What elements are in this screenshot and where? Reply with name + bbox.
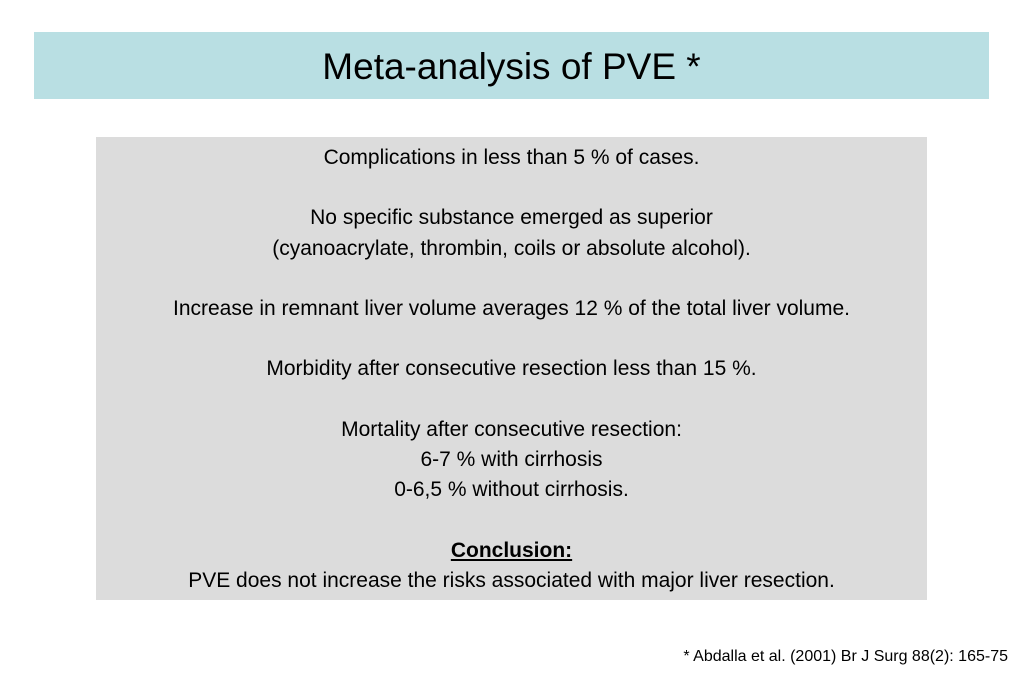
spacer bbox=[96, 385, 927, 415]
spacer bbox=[96, 324, 927, 354]
content-panel: Complications in less than 5 % of cases.… bbox=[96, 137, 927, 600]
morbidity-text: Morbidity after consecutive resection le… bbox=[266, 357, 757, 381]
title-banner: Meta-analysis of PVE * bbox=[34, 32, 989, 99]
conclusion-text: PVE does not increase the risks associat… bbox=[188, 568, 835, 592]
substance-text-line1: No specific substance emerged as superio… bbox=[310, 206, 713, 230]
slide-title: Meta-analysis of PVE * bbox=[322, 46, 701, 87]
mortality-heading: Mortality after consecutive resection: bbox=[341, 417, 682, 441]
citation-footnote: * Abdalla et al. (2001) Br J Surg 88(2):… bbox=[683, 648, 1008, 665]
mortality-cirrhosis-text: 6-7 % with cirrhosis bbox=[420, 447, 603, 471]
substance-text-line2: (cyanoacrylate, thrombin, coils or absol… bbox=[272, 236, 751, 260]
spacer bbox=[96, 173, 927, 203]
mortality-no-cirrhosis-text: 0-6,5 % without cirrhosis. bbox=[394, 478, 629, 502]
liver-volume-text: Increase in remnant liver volume average… bbox=[173, 296, 850, 320]
spacer bbox=[96, 264, 927, 294]
complications-text: Complications in less than 5 % of cases. bbox=[323, 146, 700, 169]
spacer bbox=[96, 505, 927, 535]
conclusion-heading: Conclusion: bbox=[450, 538, 573, 562]
